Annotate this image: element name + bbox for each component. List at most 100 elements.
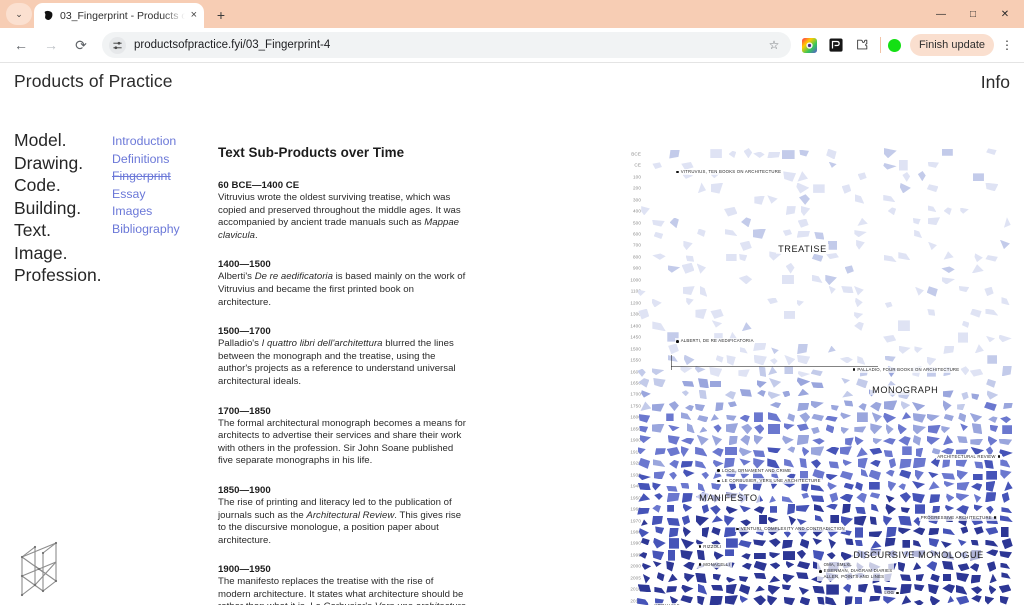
fingerprint-cell bbox=[667, 549, 676, 561]
fingerprint-cell bbox=[839, 356, 853, 364]
fingerprint-cell bbox=[797, 402, 810, 412]
fingerprint-cell bbox=[796, 518, 807, 525]
fingerprint-cell bbox=[768, 378, 782, 388]
fingerprint-cell bbox=[715, 355, 724, 363]
fingerprint-cell bbox=[913, 517, 922, 527]
fingerprint-cell bbox=[767, 412, 782, 422]
fingerprint-cell bbox=[811, 382, 824, 389]
fingerprint-cell bbox=[799, 538, 810, 549]
fingerprint-cell bbox=[739, 347, 748, 354]
fingerprint-cell bbox=[870, 459, 881, 468]
fingerprint-cell bbox=[999, 515, 1013, 523]
green-status-dot[interactable] bbox=[887, 38, 901, 52]
fingerprint-cell bbox=[883, 148, 897, 159]
fingerprint-cell bbox=[681, 390, 689, 397]
reload-icon[interactable]: ⟳ bbox=[75, 36, 87, 53]
fingerprint-cell bbox=[985, 492, 997, 503]
fingerprint-cell bbox=[860, 469, 869, 478]
annotation: MONACELLI bbox=[697, 561, 732, 568]
fingerprint-cell bbox=[784, 354, 796, 366]
fingerprint-cell bbox=[652, 459, 666, 467]
annotation-marker-dot bbox=[717, 479, 721, 483]
fingerprint-cell bbox=[739, 240, 752, 251]
fingerprint-cell bbox=[913, 539, 922, 547]
axis-tick-label: 2005 bbox=[630, 575, 641, 581]
fingerprint-cell bbox=[915, 447, 924, 458]
axis-tick-label: 1970 bbox=[630, 518, 641, 524]
fingerprint-cell bbox=[666, 560, 675, 572]
fingerprint-cell bbox=[788, 515, 797, 526]
browser-tab[interactable]: 03_Fingerprint - Products of Pra × bbox=[34, 3, 204, 28]
fingerprint-cell bbox=[697, 583, 708, 595]
fingerprint-visualization: BCE CE 100 200 300 400 500 600 700 800 900 1000 1100… bbox=[617, 148, 1013, 605]
fingerprint-cell bbox=[796, 182, 810, 194]
axis-tick-label: 1450 bbox=[630, 334, 641, 340]
back-icon[interactable]: ← bbox=[14, 37, 28, 53]
fingerprint-cell bbox=[638, 552, 648, 559]
axis-tick-label: 1940 bbox=[630, 483, 641, 489]
fingerprint-cell bbox=[885, 469, 895, 477]
nav-item-images[interactable]: Images bbox=[112, 204, 153, 219]
site-settings-icon[interactable] bbox=[109, 36, 126, 54]
fingerprint-cell bbox=[899, 182, 911, 194]
tab-search-button[interactable]: ⌄ bbox=[6, 3, 32, 25]
puzzle-extensions-icon[interactable] bbox=[851, 34, 873, 56]
close-icon[interactable]: × bbox=[190, 9, 197, 21]
maximize-icon[interactable]: □ bbox=[969, 8, 977, 20]
annotation-marker-dot bbox=[698, 545, 702, 549]
info-link[interactable]: Info bbox=[980, 72, 1010, 92]
fingerprint-cell bbox=[640, 537, 650, 546]
fingerprint-cell bbox=[842, 390, 854, 398]
fingerprint-cell bbox=[811, 413, 825, 422]
fingerprint-cell bbox=[826, 584, 839, 595]
product-list: Model. Drawing. Code. Building. Text. Image. P… bbox=[14, 129, 102, 287]
reader-extension-icon[interactable] bbox=[825, 34, 847, 56]
minimize-icon[interactable]: — bbox=[936, 8, 946, 20]
finish-update-button[interactable]: Finish update bbox=[909, 34, 994, 56]
fingerprint-cell bbox=[787, 446, 796, 453]
fingerprint-cell bbox=[883, 412, 897, 423]
section-nav: Introduction Definitions Fingerprint Essay I… bbox=[112, 133, 180, 239]
fingerprint-cell bbox=[638, 308, 650, 320]
essay-entry: 1700—1850 The formal architectural monogr… bbox=[218, 406, 468, 468]
fingerprint-cell bbox=[943, 251, 954, 260]
fingerprint-cell bbox=[713, 551, 724, 560]
nav-item-essay[interactable]: Essay bbox=[112, 186, 146, 201]
address-bar[interactable]: productsofpractice.fyi/03_Fingerprint-4 … bbox=[102, 32, 791, 58]
fingerprint-cell bbox=[797, 218, 809, 228]
annotation: PALLADIO, FOUR BOOKS ON ARCHITECTURE bbox=[851, 366, 961, 373]
url-text[interactable]: productsofpractice.fyi/03_Fingerprint-4 bbox=[134, 39, 331, 51]
nav-item-bibliography[interactable]: Bibliography bbox=[112, 221, 180, 236]
fingerprint-cell bbox=[830, 515, 840, 524]
fingerprint-cell bbox=[696, 263, 707, 274]
fingerprint-cell bbox=[972, 473, 983, 481]
fingerprint-cell bbox=[752, 450, 766, 458]
bookmark-star-icon[interactable]: ☆ bbox=[768, 38, 780, 52]
essay-entry: 1400—1500 Alberti's De re aedificatoria i… bbox=[218, 259, 468, 309]
fingerprint-cell bbox=[726, 414, 737, 421]
fingerprint-cell bbox=[652, 560, 662, 568]
fingerprint-cell bbox=[840, 412, 852, 420]
fingerprint-cell bbox=[814, 232, 825, 240]
fingerprint-cell bbox=[712, 459, 724, 468]
nav-item-fingerprint[interactable]: Fingerprint bbox=[112, 169, 171, 184]
new-tab-button[interactable]: + bbox=[216, 7, 226, 23]
color-wheel-extension-icon[interactable] bbox=[799, 34, 821, 56]
fingerprint-cell bbox=[901, 411, 912, 420]
axis-tick-label: 1500 bbox=[630, 346, 641, 352]
fingerprint-cell bbox=[987, 355, 998, 364]
fingerprint-cell bbox=[697, 595, 705, 605]
browser-menu-icon[interactable]: ⋮ bbox=[1001, 38, 1013, 52]
nav-item-introduction[interactable]: Introduction bbox=[112, 134, 177, 148]
fingerprint-cell bbox=[885, 424, 894, 435]
fingerprint-cell bbox=[697, 228, 706, 237]
forward-icon[interactable]: → bbox=[44, 37, 58, 53]
product-item: Profession. bbox=[14, 265, 102, 285]
annotation: ALBERTI, DE RE AEDIFICATORIA bbox=[674, 338, 756, 345]
fingerprint-cell bbox=[942, 390, 954, 398]
nav-item-definitions[interactable]: Definitions bbox=[112, 151, 170, 166]
window-close-icon[interactable]: ✕ bbox=[1000, 8, 1010, 20]
product-item: Model. bbox=[14, 130, 67, 150]
fingerprint-cell bbox=[637, 447, 646, 455]
fingerprint-cell bbox=[985, 527, 999, 535]
